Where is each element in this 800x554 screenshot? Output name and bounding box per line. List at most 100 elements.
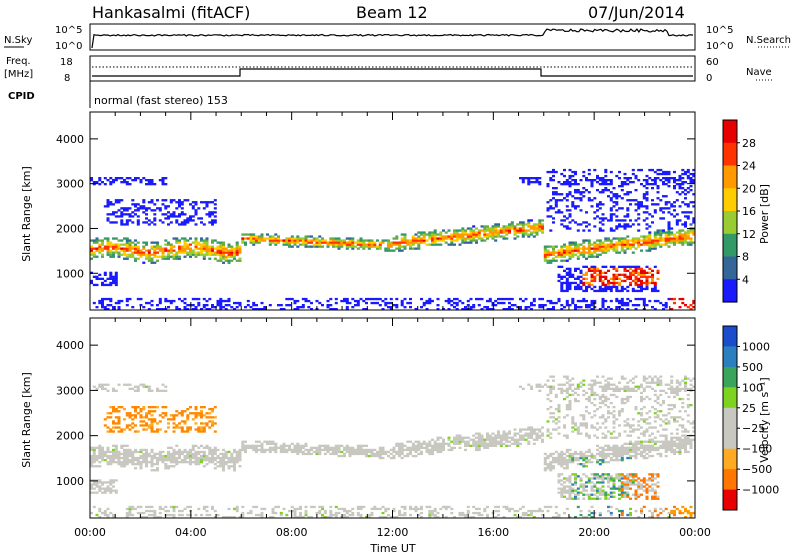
pow-cell bbox=[444, 231, 448, 234]
vel-cell bbox=[142, 516, 146, 519]
vel-cell bbox=[453, 442, 456, 445]
vel-cell bbox=[197, 463, 201, 466]
pow-cell bbox=[172, 237, 176, 240]
pow-cell bbox=[95, 239, 99, 242]
vel-cell bbox=[601, 416, 605, 419]
vel-cell bbox=[387, 513, 390, 517]
pow-cell bbox=[615, 275, 619, 278]
vel-cell bbox=[213, 430, 217, 433]
pow-cell bbox=[640, 269, 643, 272]
pow-cell bbox=[557, 251, 561, 254]
pow-cell bbox=[219, 259, 223, 262]
pow-cell bbox=[202, 223, 206, 226]
vel-cell bbox=[464, 442, 467, 445]
pow-cell bbox=[692, 221, 696, 224]
pow-cell bbox=[615, 209, 619, 212]
vel-cell bbox=[356, 507, 360, 511]
vel-cell bbox=[131, 456, 135, 460]
vel-cell bbox=[150, 505, 154, 509]
pow-cell bbox=[447, 301, 451, 305]
pow-cell bbox=[684, 211, 687, 214]
pow-cell bbox=[403, 233, 407, 236]
vel-cell bbox=[557, 432, 561, 435]
pow-cell bbox=[554, 205, 558, 208]
pow-cell bbox=[274, 239, 278, 242]
pow-cell bbox=[565, 183, 569, 186]
pow-cell bbox=[477, 235, 481, 238]
vel-cell bbox=[505, 444, 509, 447]
vel-cell bbox=[98, 454, 102, 458]
vel-cell bbox=[356, 448, 360, 452]
pow-cell bbox=[125, 223, 129, 226]
pow-cell bbox=[590, 247, 594, 250]
pow-cell bbox=[626, 209, 630, 212]
vel-cell bbox=[549, 391, 553, 395]
pow-cell bbox=[527, 181, 531, 184]
vel-cell bbox=[112, 448, 115, 452]
pow-cell bbox=[634, 199, 638, 202]
vel-cell bbox=[579, 381, 583, 384]
colorbar-segment bbox=[723, 279, 737, 303]
pow-cell bbox=[565, 271, 569, 274]
pow-cell bbox=[180, 247, 184, 250]
pow-cell bbox=[362, 247, 366, 250]
pow-cell bbox=[400, 233, 404, 236]
vel-cell bbox=[315, 450, 319, 454]
pow-cell bbox=[147, 255, 151, 258]
pow-cell bbox=[659, 207, 663, 210]
pow-cell bbox=[153, 253, 157, 256]
vel-cell bbox=[169, 461, 173, 464]
pow-cell bbox=[351, 297, 355, 301]
pow-cell bbox=[453, 239, 456, 242]
vel-cell bbox=[417, 448, 421, 452]
pow-cell bbox=[659, 231, 663, 234]
pow-cell bbox=[117, 301, 121, 305]
vel-cell bbox=[615, 473, 619, 476]
vel-cell bbox=[494, 505, 498, 509]
vel-cell bbox=[392, 450, 396, 454]
pow-cell bbox=[233, 253, 236, 256]
pow-cell bbox=[249, 237, 253, 240]
pow-cell bbox=[667, 177, 671, 180]
pow-cell bbox=[480, 229, 484, 232]
pow-cell bbox=[535, 229, 539, 232]
vel-cell bbox=[620, 444, 624, 447]
vel-cell bbox=[519, 507, 522, 511]
pow-cell bbox=[458, 243, 462, 246]
pow-cell bbox=[274, 241, 278, 244]
vel-cell bbox=[565, 375, 569, 378]
pow-cell bbox=[579, 281, 583, 285]
vel-cell bbox=[609, 479, 613, 482]
pow-cell bbox=[189, 249, 192, 252]
vel-cell bbox=[477, 442, 481, 445]
pow-cell bbox=[461, 301, 465, 305]
pow-cell bbox=[172, 213, 176, 216]
pow-cell bbox=[609, 229, 613, 232]
pow-cell bbox=[202, 257, 206, 260]
pow-cell bbox=[582, 245, 586, 248]
vel-cell bbox=[249, 511, 253, 515]
pow-cell bbox=[211, 239, 214, 242]
vel-cell bbox=[142, 452, 146, 456]
pow-cell bbox=[384, 304, 388, 307]
pow-cell bbox=[689, 177, 693, 180]
pow-cell bbox=[519, 308, 522, 311]
pow-cell bbox=[150, 253, 154, 256]
vel-cell bbox=[428, 444, 432, 447]
vel-cell bbox=[579, 452, 583, 456]
pow-cell bbox=[596, 243, 599, 246]
pow-cell bbox=[117, 308, 121, 311]
pow-cell bbox=[219, 249, 223, 252]
vel-cell bbox=[623, 448, 627, 452]
vel-cell bbox=[497, 509, 500, 513]
pow-cell bbox=[598, 287, 602, 291]
vel-cell bbox=[175, 444, 179, 447]
pow-cell bbox=[235, 245, 239, 248]
pow-cell bbox=[164, 183, 168, 186]
pow-cell bbox=[403, 247, 407, 250]
pow-cell bbox=[114, 277, 118, 280]
vel-cell bbox=[172, 456, 176, 460]
vel-cell bbox=[189, 461, 192, 464]
pow-cell bbox=[568, 283, 572, 287]
pow-cell bbox=[651, 289, 654, 293]
